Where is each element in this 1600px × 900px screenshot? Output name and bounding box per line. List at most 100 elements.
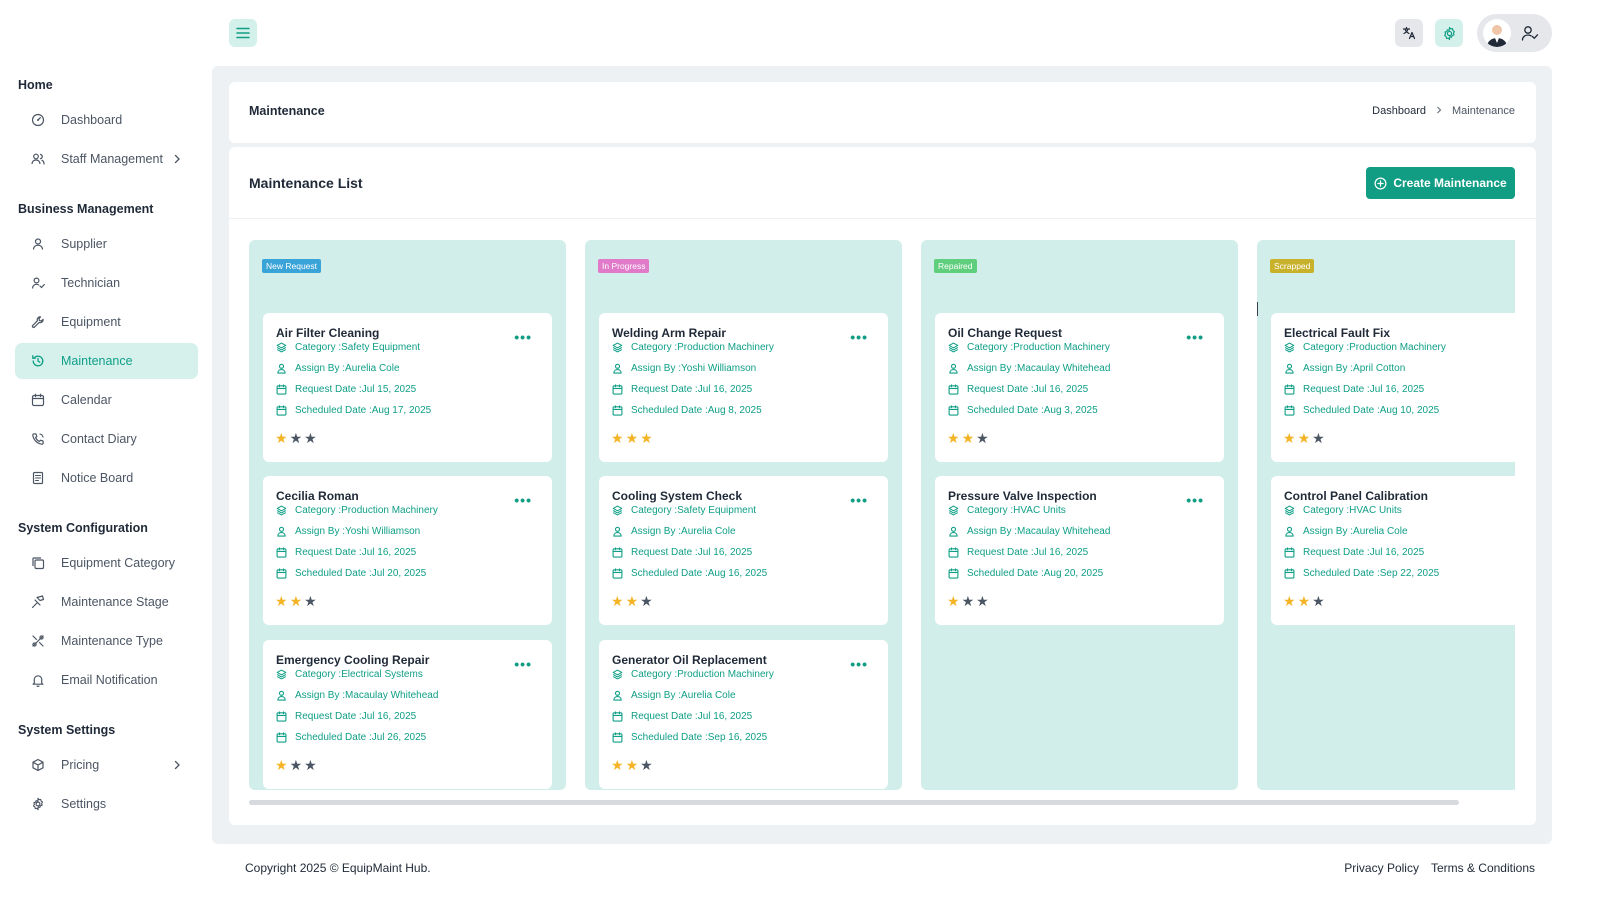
star-icon: ★ <box>1297 430 1311 446</box>
maintenance-card[interactable]: Generator Oil Replacement ••• Category : P… <box>599 640 888 789</box>
more-options-icon[interactable]: ••• <box>850 656 868 672</box>
sidebar-section-title: Home <box>18 78 53 92</box>
card-request-date-label: Request Date : <box>631 547 698 558</box>
maintenance-card[interactable]: Emergency Cooling Repair ••• Category : El… <box>263 640 552 789</box>
star-icon: ★ <box>1312 430 1325 446</box>
sidebar-item-label: Equipment Category <box>61 556 175 570</box>
maintenance-card[interactable]: Cooling System Check ••• Category : Safety… <box>599 476 888 625</box>
sidebar-item-settings[interactable]: Settings <box>15 786 198 822</box>
card-scheduled-date-value: Jul 26, 2025 <box>371 732 427 743</box>
sidebar-item-pricing[interactable]: Pricing <box>15 747 198 783</box>
plus-circle-icon <box>1374 177 1387 189</box>
copy-icon <box>31 556 45 570</box>
more-options-icon[interactable]: ••• <box>850 492 868 508</box>
more-options-icon[interactable]: ••• <box>514 656 532 672</box>
terms-conditions-link[interactable]: Terms & Conditions <box>1430 861 1535 875</box>
card-assign-by-label: Assign By : <box>967 526 1018 537</box>
maintenance-card[interactable]: Pressure Valve Inspection ••• Category : H… <box>935 476 1224 625</box>
profile-menu[interactable] <box>1477 14 1552 52</box>
card-scheduled-date-label: Scheduled Date : <box>295 732 372 743</box>
sidebar-item-supplier[interactable]: Supplier <box>15 226 198 262</box>
star-icon: ★ <box>961 430 975 446</box>
settings-button[interactable] <box>1435 19 1463 47</box>
maintenance-card[interactable]: Oil Change Request ••• Category : Producti… <box>935 313 1224 462</box>
page-header: Maintenance Dashboard Maintenance <box>229 82 1536 143</box>
sidebar-spacer <box>0 499 212 513</box>
maintenance-card[interactable]: Air Filter Cleaning ••• Category : Safety … <box>263 313 552 462</box>
menu-toggle-button[interactable] <box>229 19 257 47</box>
card-scheduled-date: Scheduled Date : Jul 20, 2025 <box>276 568 426 579</box>
sidebar-item-staff-management[interactable]: Staff Management <box>15 141 198 177</box>
card-request-date-label: Request Date : <box>631 711 698 722</box>
card-request-date-label: Request Date : <box>967 547 1034 558</box>
card-scheduled-date-label: Scheduled Date : <box>967 405 1044 416</box>
star-icon: ★ <box>625 593 639 609</box>
card-request-date-value: Jul 16, 2025 <box>697 711 753 722</box>
kanban-column-scrapped: Scrapped Electrical Fault Fix•••Category … <box>1257 240 1515 790</box>
star-icon: ★ <box>289 757 303 773</box>
sidebar-section-title: Business Management <box>18 202 154 216</box>
card-assign-by-value: Macaulay Whitehead <box>345 690 439 701</box>
maintenance-card[interactable]: Electrical Fault Fix•••Category : Produc… <box>1271 313 1515 462</box>
card-assign-by-label: Assign By : <box>295 526 346 537</box>
sidebar-item-dashboard[interactable]: Dashboard <box>15 102 198 138</box>
sidebar-item-equipment[interactable]: Equipment <box>15 304 198 340</box>
more-options-icon[interactable]: ••• <box>1186 492 1204 508</box>
priority-rating: ★ ★ ★ <box>1283 594 1325 608</box>
sidebar-item-maintenance-stage[interactable]: Maintenance Stage <box>15 584 198 620</box>
date-icon <box>276 405 287 416</box>
card-title: Generator Oil Replacement <box>612 653 767 667</box>
kanban-board[interactable]: New Request Air Filter Cleaning ••• Categor… <box>249 240 1515 790</box>
avatar-icon <box>1487 25 1507 47</box>
tools-icon <box>31 634 45 648</box>
star-icon: ★ <box>976 430 989 446</box>
card-category-value: Safety Equipment <box>677 505 757 516</box>
language-button[interactable] <box>1395 19 1423 47</box>
star-icon: ★ <box>640 430 653 446</box>
star-icon: ★ <box>947 430 960 446</box>
more-options-icon[interactable]: ••• <box>1186 329 1204 345</box>
maintenance-card[interactable]: Cecilia Roman ••• Category : Production Ma… <box>263 476 552 625</box>
more-options-icon[interactable]: ••• <box>514 329 532 345</box>
sidebar-item-label: Email Notification <box>61 673 158 687</box>
star-icon: ★ <box>289 593 303 609</box>
star-icon: ★ <box>640 757 653 773</box>
more-options-icon[interactable]: ••• <box>850 329 868 345</box>
layers-icon <box>1284 342 1295 353</box>
card-category: Category : Safety Equipment <box>612 505 756 516</box>
more-options-icon[interactable]: ••• <box>514 492 532 508</box>
sidebar-item-maintenance[interactable]: Maintenance <box>15 343 198 379</box>
maintenance-card[interactable]: Welding Arm Repair ••• Category : Producti… <box>599 313 888 462</box>
sidebar-item-email-notification[interactable]: Email Notification <box>15 662 198 698</box>
card-scheduled-date-value: Aug 17, 2025 <box>371 405 432 416</box>
privacy-policy-link[interactable]: Privacy Policy <box>1344 861 1419 875</box>
sidebar-item-label: Settings <box>61 797 107 811</box>
sidebar-item-technician[interactable]: Technician <box>15 265 198 301</box>
maintenance-card[interactable]: Control Panel Calibration•••Category : H… <box>1271 476 1515 625</box>
card-scheduled-date-label: Scheduled Date : <box>631 405 708 416</box>
person-icon <box>276 363 287 374</box>
date-icon <box>948 405 959 416</box>
card-scheduled-date-value: Aug 16, 2025 <box>707 568 768 579</box>
card-assign-by: Assign By : Yoshi Williamson <box>276 526 420 537</box>
card-request-date: Request Date : Jul 16, 2025 <box>948 547 1088 558</box>
sidebar-item-maintenance-type[interactable]: Maintenance Type <box>15 623 198 659</box>
date-icon <box>612 568 623 579</box>
star-icon: ★ <box>275 593 288 609</box>
sidebar-item-label: Maintenance Stage <box>61 595 169 609</box>
create-maintenance-button[interactable]: Create Maintenance <box>1366 167 1515 199</box>
card-assign-by: Assign By : Yoshi Williamson <box>612 363 756 374</box>
date-icon <box>276 384 287 395</box>
person-icon <box>276 526 287 537</box>
breadcrumb-link-dashboard[interactable]: Dashboard <box>1372 105 1426 117</box>
layers-icon <box>1284 505 1295 516</box>
card-category: Category : HVAC Units <box>1284 505 1402 516</box>
horizontal-scrollbar[interactable] <box>249 800 1459 805</box>
sidebar-item-contact-diary[interactable]: Contact Diary <box>15 421 198 457</box>
layers-icon <box>612 342 623 353</box>
sidebar-item-calendar[interactable]: Calendar <box>15 382 198 418</box>
sidebar-item-notice-board[interactable]: Notice Board <box>15 460 198 496</box>
sidebar-item-equipment-category[interactable]: Equipment Category <box>15 545 198 581</box>
priority-rating: ★ ★ ★ <box>947 431 989 445</box>
breadcrumb-current: Maintenance <box>1452 105 1515 117</box>
